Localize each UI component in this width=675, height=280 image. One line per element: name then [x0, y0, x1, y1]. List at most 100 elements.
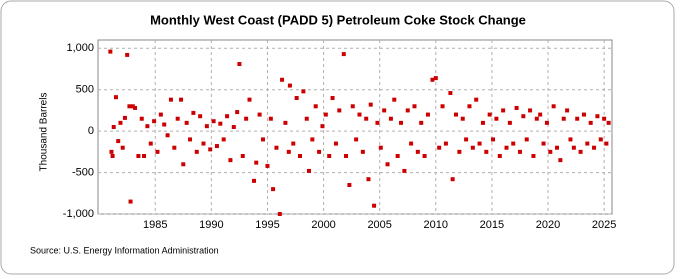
point	[494, 116, 499, 121]
point	[214, 144, 219, 149]
point	[204, 124, 209, 129]
point	[337, 108, 342, 113]
point	[487, 112, 492, 117]
point	[130, 104, 135, 109]
point	[344, 154, 349, 158]
x-tick-label: 2005	[367, 219, 391, 231]
point	[251, 178, 256, 183]
chart-title: Monthly West Coast (PADD 5) Petroleum Co…	[150, 12, 526, 27]
point	[341, 52, 346, 57]
point	[184, 120, 189, 125]
point	[507, 120, 512, 125]
point	[323, 112, 328, 117]
point	[395, 154, 400, 158]
point	[181, 162, 186, 167]
point	[165, 133, 170, 138]
point	[127, 104, 132, 109]
point	[265, 163, 270, 168]
point	[606, 120, 611, 125]
point	[175, 116, 180, 121]
x-tick-label: 1995	[255, 219, 279, 231]
point	[514, 105, 519, 110]
point	[443, 141, 448, 146]
point	[257, 112, 262, 117]
point	[136, 154, 141, 158]
point	[111, 125, 116, 129]
point	[244, 116, 249, 121]
point	[122, 115, 127, 120]
point	[402, 168, 407, 173]
point	[415, 149, 420, 154]
point	[125, 52, 130, 57]
point	[247, 97, 252, 102]
point	[188, 137, 193, 142]
point	[592, 145, 597, 150]
point	[454, 112, 459, 117]
point	[198, 114, 203, 119]
point	[598, 137, 603, 142]
point	[208, 147, 213, 152]
point	[317, 149, 322, 154]
source: Source: U.S. Energy Information Administ…	[30, 245, 219, 255]
point	[128, 199, 133, 204]
point	[310, 137, 315, 142]
point	[602, 116, 607, 121]
point	[555, 145, 560, 150]
point	[109, 149, 114, 154]
point	[113, 95, 118, 100]
point	[172, 145, 177, 150]
point	[191, 110, 196, 115]
point	[425, 112, 430, 117]
point	[399, 120, 404, 125]
point	[440, 104, 445, 109]
point	[375, 120, 380, 125]
point	[521, 114, 526, 119]
point	[409, 141, 414, 146]
x-tick-label: 2015	[480, 219, 504, 231]
point	[333, 141, 338, 146]
point	[179, 97, 184, 102]
point	[419, 120, 424, 125]
point	[120, 145, 125, 150]
point	[450, 177, 455, 182]
point	[360, 149, 365, 154]
point	[528, 108, 533, 113]
point	[301, 89, 306, 94]
point	[274, 145, 279, 150]
point	[382, 108, 387, 113]
point	[211, 119, 216, 124]
point	[142, 154, 147, 158]
point	[544, 120, 549, 125]
point	[531, 154, 536, 158]
plot-area	[97, 39, 613, 215]
point	[254, 160, 259, 165]
point	[470, 145, 475, 150]
point	[464, 137, 469, 142]
point	[108, 49, 113, 54]
point	[392, 97, 397, 102]
point	[604, 141, 609, 146]
point	[218, 121, 223, 126]
x-tick-label: 2000	[311, 219, 335, 231]
point	[133, 105, 138, 110]
point	[364, 116, 369, 121]
point	[524, 137, 529, 142]
point	[330, 96, 335, 100]
point	[534, 116, 539, 121]
point	[474, 97, 479, 102]
y-tick-label: 500	[76, 84, 94, 96]
point	[448, 91, 453, 96]
y-axis-label: Thousand Barrels	[39, 93, 50, 172]
point	[116, 139, 121, 144]
point	[497, 154, 502, 158]
point	[558, 158, 563, 163]
point	[287, 83, 292, 88]
y-tick-label: 0	[88, 125, 94, 137]
point	[354, 137, 359, 142]
x-tick-label: 1985	[143, 219, 167, 231]
point	[517, 149, 522, 154]
point	[571, 145, 576, 150]
x-tick-label: 2025	[592, 219, 616, 231]
point	[357, 112, 362, 117]
point	[548, 149, 553, 154]
